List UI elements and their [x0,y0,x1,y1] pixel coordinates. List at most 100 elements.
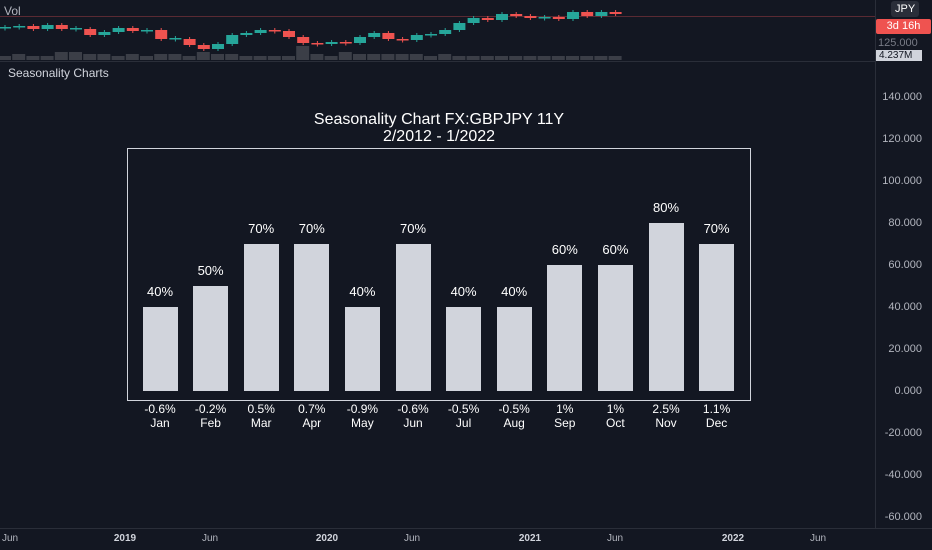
volume-bar [523,56,537,60]
volume-bar [509,56,523,60]
volume-bar [253,56,267,60]
candle [510,14,523,16]
month-label: Aug [503,416,525,430]
y-tick-label: 120.000 [882,133,922,145]
month-label: Dec [705,416,728,430]
bar-apr [294,244,330,391]
month-label: Sep [554,416,576,430]
volume-bar [12,54,26,60]
candle [354,37,366,43]
candle [240,33,253,35]
volume-bar [367,54,381,60]
volume-bar [267,56,281,60]
month-label: Feb [200,416,221,430]
volume-bar [26,56,40,60]
avg-change-label: 0.5% [247,402,275,416]
month-label: Jul [455,416,472,430]
candle [368,33,381,37]
candle [41,25,54,29]
y-tick-label: 80.000 [888,217,922,229]
candle [552,17,565,19]
volume-bar [537,56,551,60]
y-tick-label: 60.000 [888,259,922,271]
x-tick-label: Jun [1,533,19,544]
candle [197,45,210,49]
x-tick-label: Jun [606,533,624,544]
bar-sep [547,265,583,391]
month-label: Mar [250,416,272,430]
volume-bar [168,54,182,60]
avg-change-label: 1.1% [702,402,731,416]
volume-bar [239,56,253,60]
bar-value-label: 70% [399,221,427,236]
currency-tag: JPY [891,1,920,17]
candle [481,18,494,20]
pane-separator[interactable] [0,61,875,62]
indicator-label[interactable]: Seasonality Charts [8,66,109,80]
y-tick-label: 140.000 [882,91,922,103]
candle [467,18,480,23]
y-tick-label: 100.000 [882,175,922,187]
volume-bar [438,54,452,60]
volume-bar [182,56,196,60]
candle [169,38,182,40]
price-axis[interactable] [875,0,876,528]
price-line [0,16,875,17]
candlestick-chart[interactable] [0,0,875,60]
candle [0,27,11,29]
time-axis-border [0,528,932,529]
volume-bar [566,56,579,60]
avg-change-label: -0.6% [397,402,429,416]
candle [126,28,139,31]
x-tick-label: Jun [809,533,827,544]
volume-bar [225,54,239,60]
candle [439,30,452,34]
month-label: Jan [150,416,170,430]
chart-subtitle: 2/2012 - 1/2022 [382,128,496,145]
volume-bar [381,54,395,60]
candle [410,35,423,40]
bar-value-label: 40% [349,284,376,299]
month-label: Oct [606,416,625,430]
bar-value-label: 70% [298,221,325,236]
candle [567,12,579,19]
candle [524,16,537,18]
candle [98,32,111,35]
candle [70,28,82,30]
avg-change-label: 1% [556,402,574,416]
volume-bar [580,56,594,60]
volume-bar [480,56,494,60]
candle [112,28,125,32]
x-tick-label: 2020 [315,533,339,544]
volume-bar [424,56,437,60]
bar-aug [496,307,532,391]
volume-bar [40,56,54,60]
bar-jul [446,307,482,391]
bar-may [344,307,380,391]
volume-bar [594,56,608,60]
vol-label: Vol [4,4,21,18]
candle [254,30,267,33]
candle [55,25,68,29]
volume-bar [495,56,508,60]
y-tick-label: -60.000 [884,511,922,523]
avg-change-label: -0.5% [498,402,530,416]
volume-bar [125,54,139,60]
candle [155,30,168,39]
x-tick-label: 2021 [518,533,542,544]
volume-bar [83,54,97,60]
y-tick-label: -20.000 [884,427,922,439]
candle [141,30,153,32]
avg-change-label: -0.9% [346,402,379,416]
volume-bar [54,52,68,60]
month-label: Jun [403,416,423,430]
y-tick-label: -40.000 [884,469,922,481]
bar-oct [597,265,633,391]
candle [325,42,338,44]
candle [183,39,196,45]
candle [13,26,26,28]
countdown-label: 3d 16h [876,19,931,34]
avg-change-label: 2.5% [652,402,680,416]
volume-bar [466,56,480,60]
candle [538,17,551,19]
